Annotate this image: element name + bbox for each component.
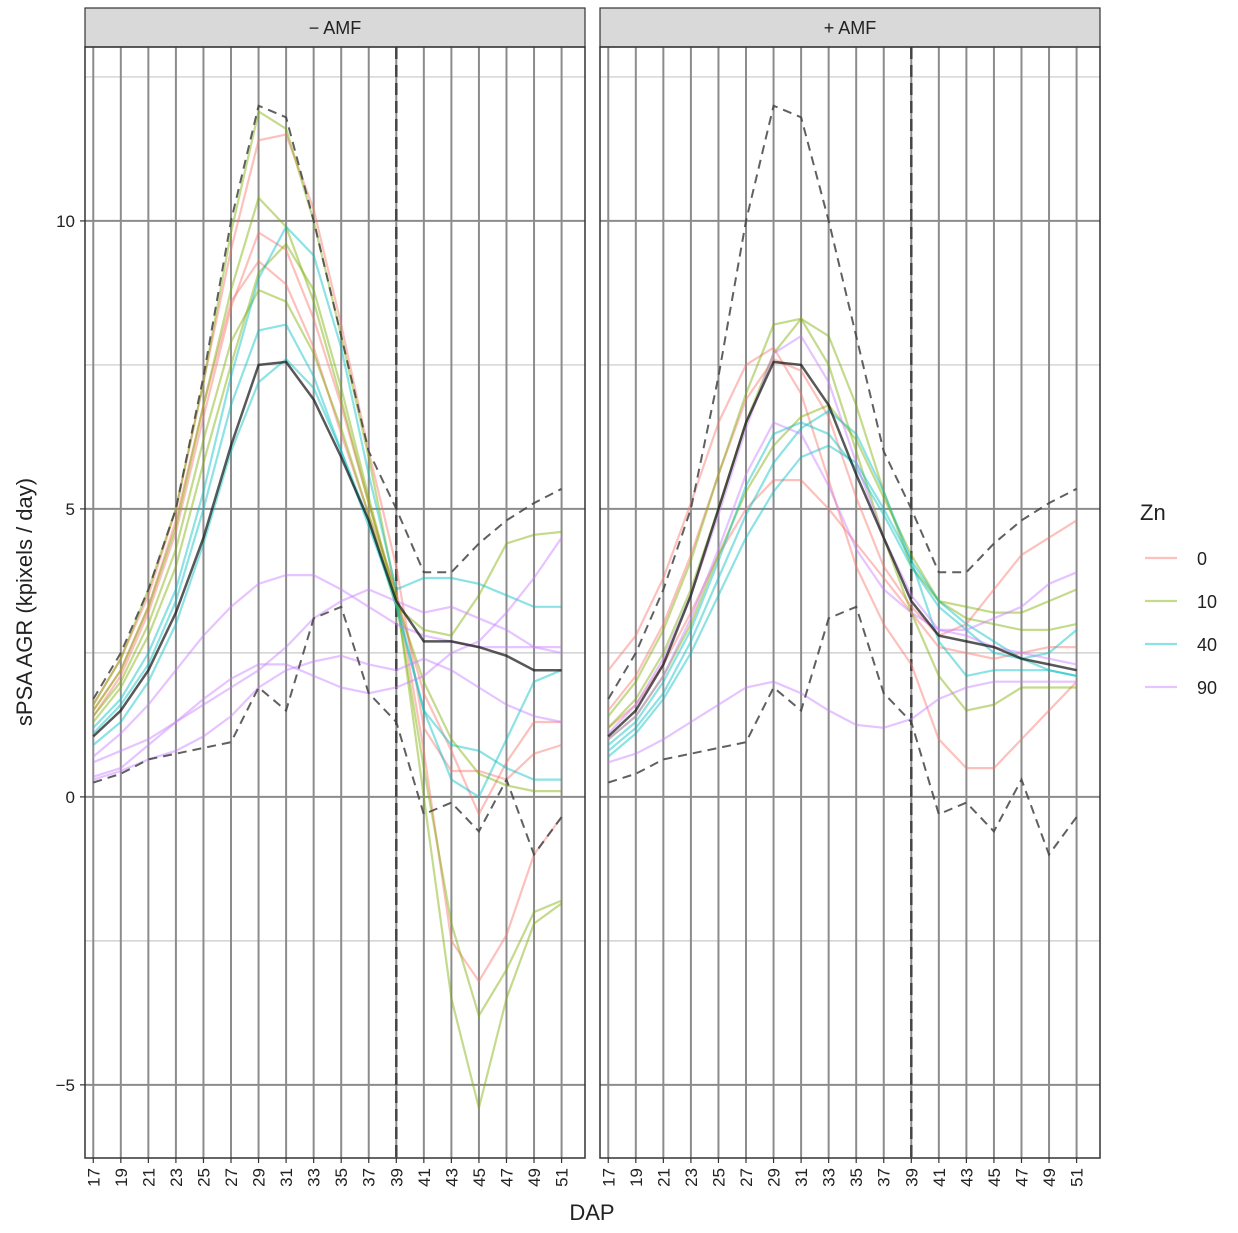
x-tick-label: 31 xyxy=(792,1168,811,1187)
panel-border xyxy=(599,46,1101,1159)
zn-line xyxy=(607,421,1078,741)
x-tick-label: 23 xyxy=(167,1168,186,1187)
zn-line xyxy=(607,479,1077,729)
x-tick-label: 29 xyxy=(250,1168,269,1187)
envelope-line xyxy=(92,605,563,857)
y-tick-label: 0 xyxy=(66,788,75,807)
zn-line xyxy=(92,259,563,984)
plot-panel xyxy=(600,47,1100,1158)
y-tick-label: 5 xyxy=(66,500,75,519)
x-tick-label: 45 xyxy=(470,1168,489,1187)
plot-panel xyxy=(85,47,585,1158)
x-tick-label: 23 xyxy=(682,1168,701,1187)
envelope-line xyxy=(607,104,1078,700)
x-tick-label: 19 xyxy=(112,1168,131,1187)
x-tick-label: 41 xyxy=(930,1168,949,1187)
y-tick-label: 10 xyxy=(56,212,75,231)
mean-line xyxy=(92,360,562,738)
legend-label: 40 xyxy=(1197,635,1217,655)
legend-label: 0 xyxy=(1197,549,1207,569)
zn-line xyxy=(607,357,1078,712)
x-tick-label: 27 xyxy=(737,1168,756,1187)
facet-strip xyxy=(599,7,1101,48)
x-axis-title: DAP xyxy=(569,1200,614,1225)
zn-line xyxy=(92,133,562,781)
zn-line xyxy=(607,317,1078,729)
zn-line xyxy=(92,323,563,799)
x-tick-label: 25 xyxy=(194,1168,213,1187)
zn-line xyxy=(92,357,562,781)
zn-line xyxy=(607,346,1078,770)
legend-label: 90 xyxy=(1197,678,1217,698)
legend-label: 10 xyxy=(1197,592,1217,612)
x-tick-label: 37 xyxy=(360,1168,379,1187)
zn-line xyxy=(92,588,562,764)
envelope-line xyxy=(607,605,1078,857)
legend-title: Zn xyxy=(1140,500,1166,525)
x-tick-label: 37 xyxy=(875,1168,894,1187)
x-tick-label: 21 xyxy=(139,1168,158,1187)
x-tick-label: 19 xyxy=(627,1168,646,1187)
facet-strip xyxy=(84,7,586,48)
x-tick-label: 45 xyxy=(985,1168,1004,1187)
y-tick-label: −5 xyxy=(56,1076,75,1095)
zn-line xyxy=(607,409,1077,752)
mean-line xyxy=(607,360,1077,738)
x-tick-label: 49 xyxy=(1040,1168,1059,1187)
x-tick-label: 39 xyxy=(902,1168,921,1187)
facet-label: + AMF xyxy=(824,18,877,38)
zn-line xyxy=(607,444,1077,758)
x-tick-label: 35 xyxy=(332,1168,351,1187)
x-tick-label: 41 xyxy=(415,1168,434,1187)
x-tick-label: 47 xyxy=(1012,1168,1031,1187)
x-tick-label: 21 xyxy=(654,1168,673,1187)
zn-line xyxy=(607,421,1078,746)
zn-line xyxy=(92,654,562,781)
x-tick-label: 17 xyxy=(84,1168,103,1187)
x-tick-label: 33 xyxy=(820,1168,839,1187)
x-tick-label: 43 xyxy=(442,1168,461,1187)
x-tick-label: 17 xyxy=(599,1168,618,1187)
zn-line xyxy=(607,403,1077,741)
zn-line xyxy=(607,317,1077,717)
zn-line xyxy=(92,288,562,717)
envelope-line xyxy=(92,104,563,700)
zn-line xyxy=(92,224,562,729)
x-tick-label: 33 xyxy=(305,1168,324,1187)
panel-border xyxy=(84,46,586,1159)
zn-line xyxy=(92,537,563,778)
x-tick-label: 51 xyxy=(1068,1168,1087,1187)
y-axis-title: sPSA AGR (kpixels / day) xyxy=(12,478,37,726)
x-tick-label: 39 xyxy=(387,1168,406,1187)
x-tick-label: 43 xyxy=(957,1168,976,1187)
x-tick-label: 51 xyxy=(553,1168,572,1187)
zn-line xyxy=(92,574,562,758)
x-tick-label: 49 xyxy=(525,1168,544,1187)
zn-line xyxy=(607,680,1077,764)
zn-line xyxy=(92,230,562,817)
zn-line xyxy=(92,195,563,1019)
facet-label: − AMF xyxy=(309,18,362,38)
zn-line xyxy=(92,242,562,793)
x-tick-label: 25 xyxy=(709,1168,728,1187)
x-tick-label: 27 xyxy=(222,1168,241,1187)
x-tick-label: 47 xyxy=(497,1168,516,1187)
x-tick-label: 35 xyxy=(847,1168,866,1187)
x-tick-label: 31 xyxy=(277,1168,296,1187)
x-tick-label: 29 xyxy=(765,1168,784,1187)
